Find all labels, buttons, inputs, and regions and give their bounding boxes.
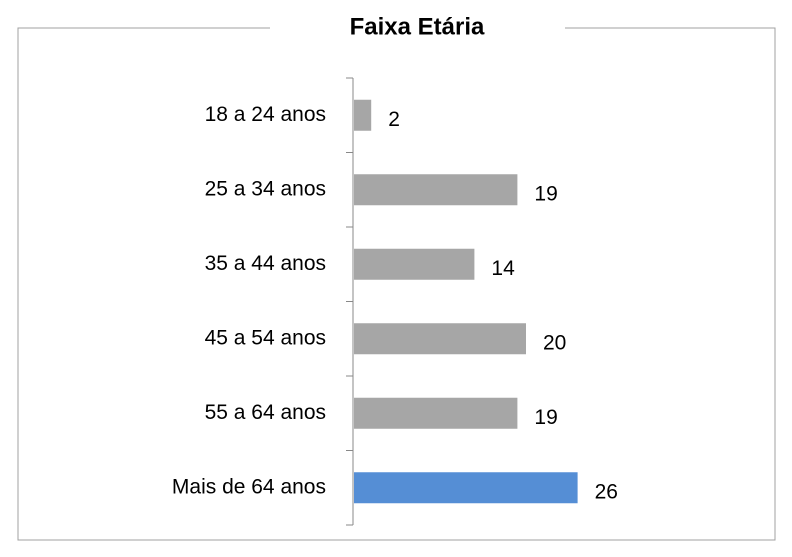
bar	[354, 248, 475, 280]
data-label: 2	[388, 108, 400, 131]
bar	[354, 99, 372, 131]
category-label: Mais de 64 anos	[172, 475, 326, 498]
data-label: 19	[534, 406, 557, 429]
category-label: 35 a 44 anos	[205, 252, 326, 275]
bar	[354, 397, 518, 429]
title-backdrop	[270, 10, 565, 46]
data-label: 19	[534, 182, 557, 205]
category-label: 45 a 54 anos	[205, 326, 326, 349]
bar	[354, 323, 526, 355]
data-label: 26	[595, 480, 618, 503]
bar	[354, 472, 578, 504]
chart-title: Faixa Etária	[350, 13, 485, 40]
data-label: 14	[491, 257, 515, 280]
category-label: 18 a 24 anos	[205, 103, 326, 126]
data-label: 20	[543, 331, 566, 354]
category-label: 25 a 34 anos	[205, 177, 326, 200]
bar	[354, 174, 518, 206]
chart-frame	[17, 27, 776, 541]
category-label: 55 a 64 anos	[205, 401, 326, 424]
